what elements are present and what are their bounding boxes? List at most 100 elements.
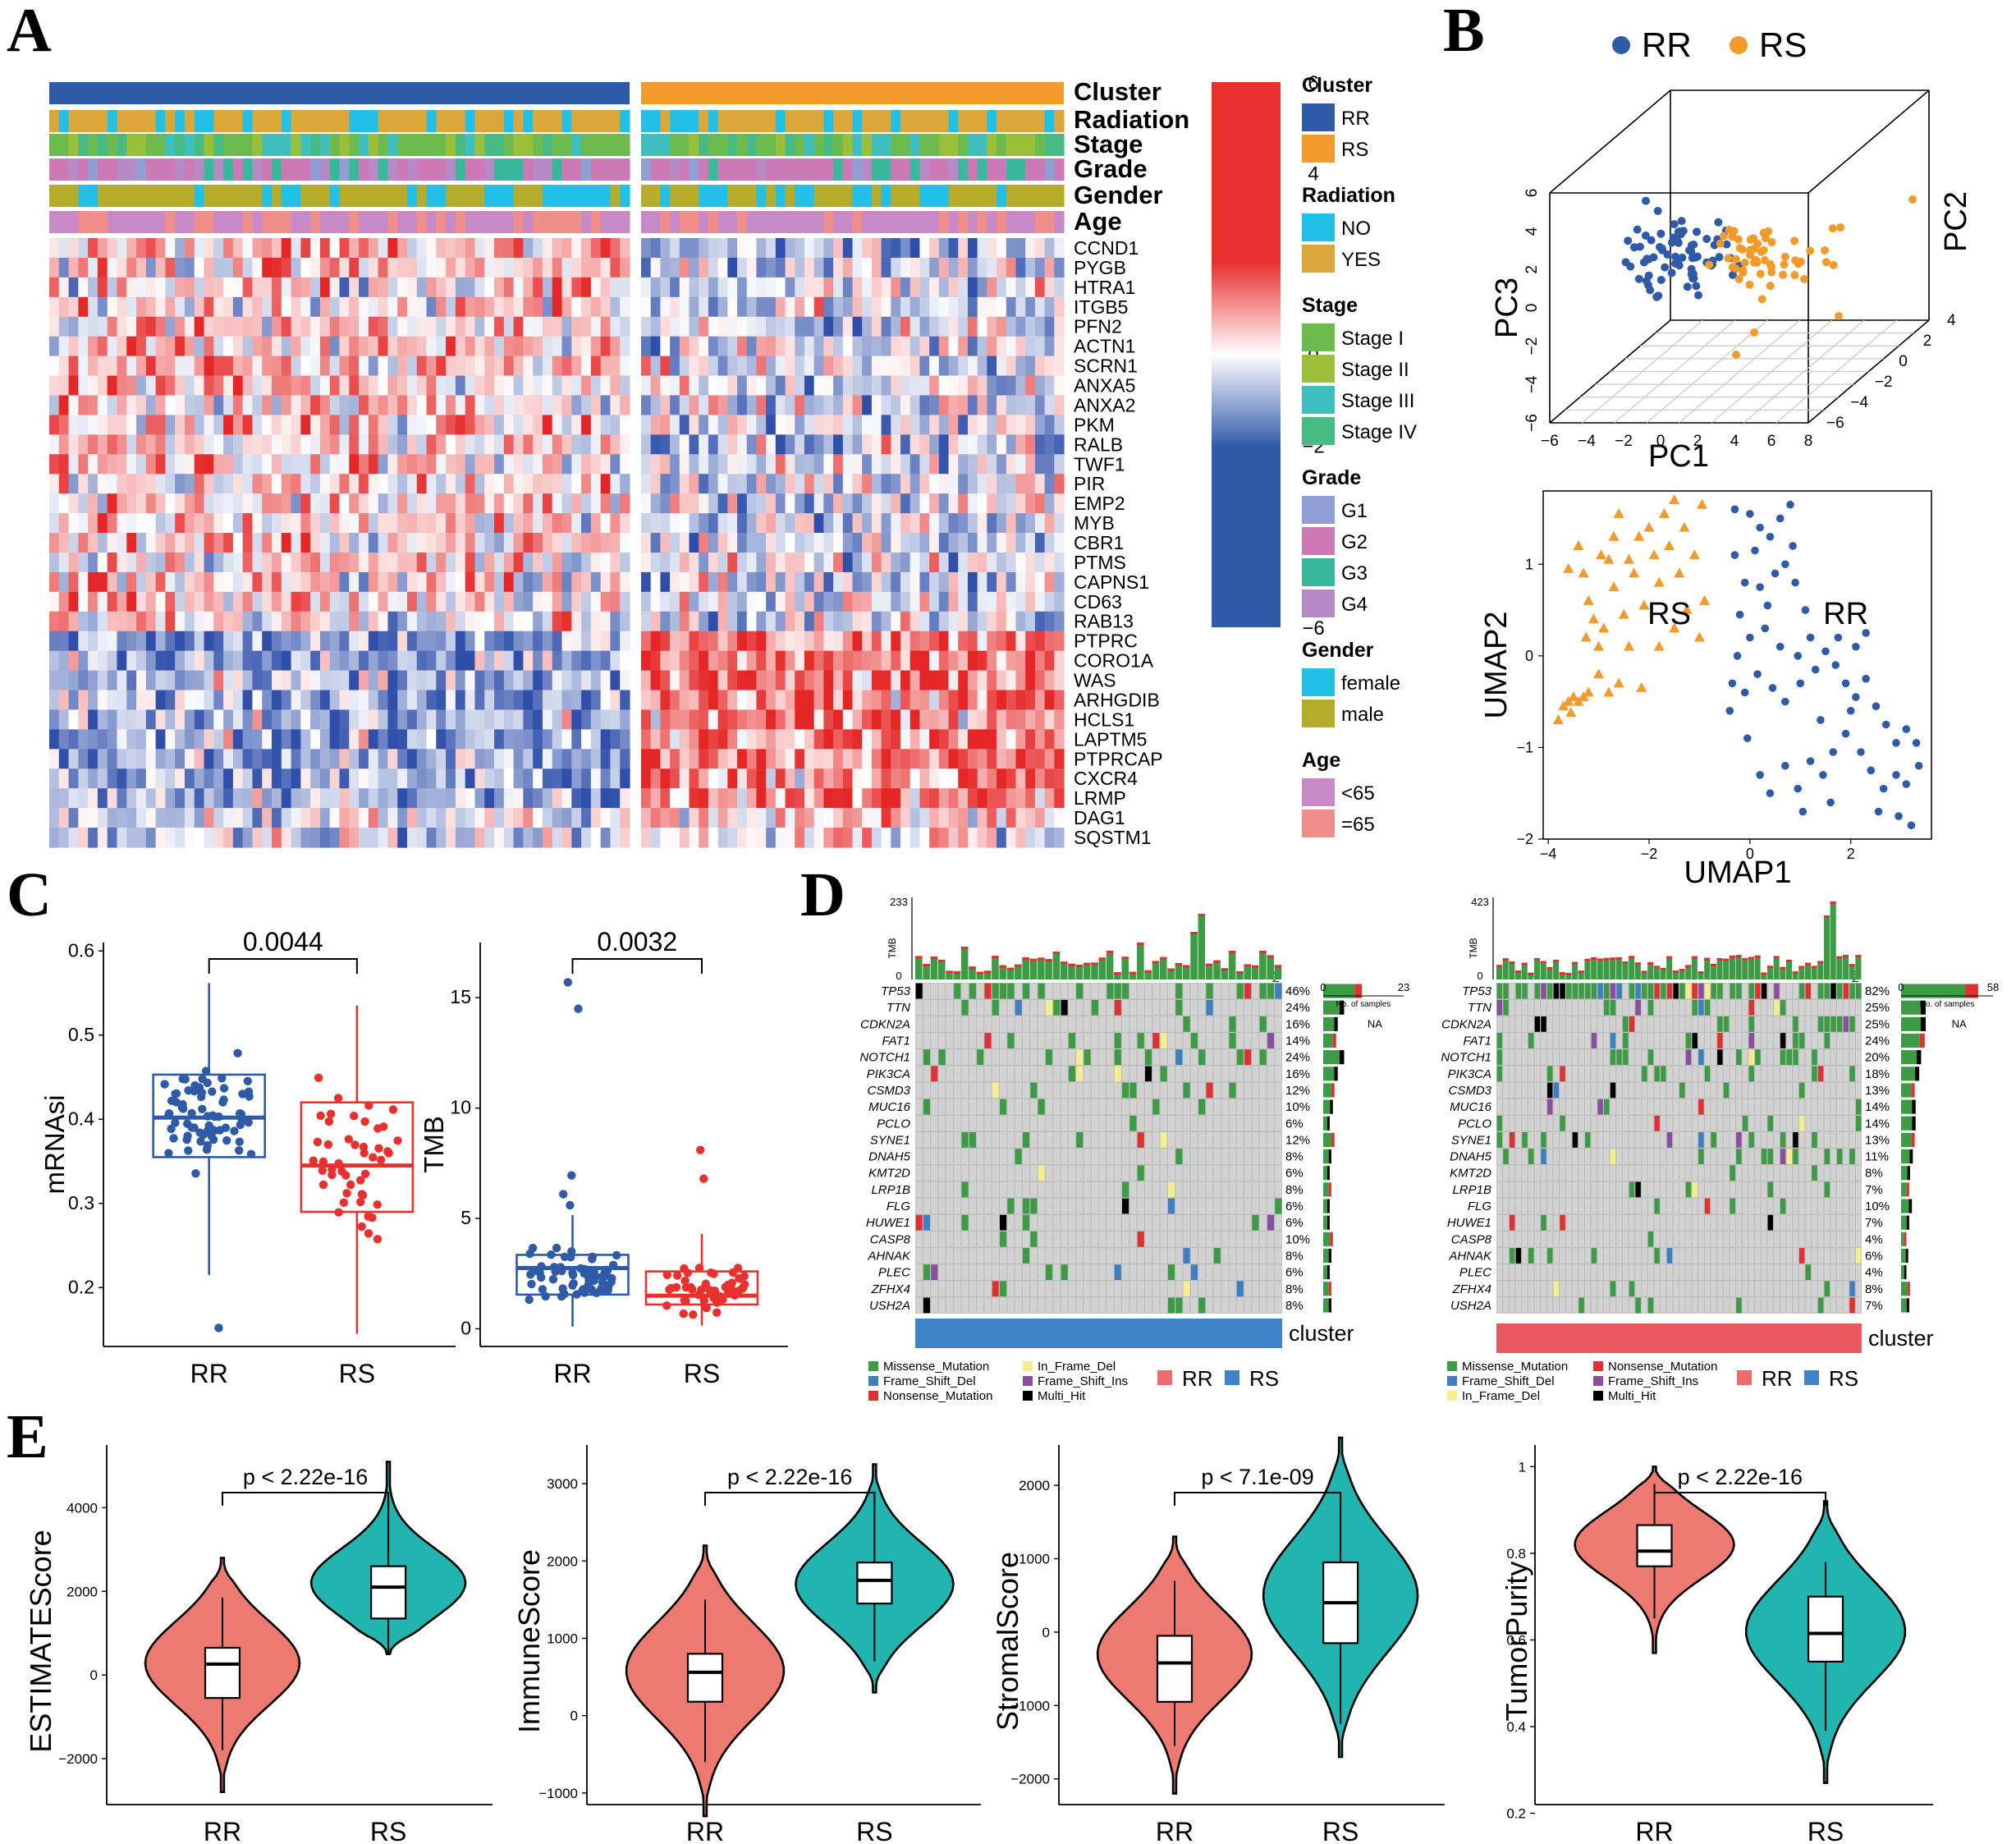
heatmap-cell (484, 395, 495, 416)
heatmap-cell (368, 709, 379, 730)
heatmap-cell (272, 238, 282, 259)
heatmap-cell (78, 415, 89, 435)
umap-point-rr (1862, 629, 1870, 637)
floor-grid-line (1743, 319, 1865, 424)
annotation-cell (1015, 211, 1026, 233)
umap-point-rr (1829, 748, 1838, 756)
onco-cell (1167, 1033, 1175, 1048)
umap-point-rr (1728, 679, 1737, 688)
heatmap-cell (262, 729, 273, 750)
onco-cell (984, 1099, 992, 1115)
heatmap-cell (455, 729, 466, 750)
annotation-cell (785, 134, 795, 156)
heatmap-cell (1025, 690, 1036, 711)
onco-cell (1084, 999, 1091, 1016)
heatmap-cell (397, 828, 408, 848)
heatmap-cell (756, 257, 767, 278)
heatmap-cell (513, 729, 524, 750)
heatmap-cell (929, 709, 940, 730)
heatmap-cell (300, 808, 311, 828)
heatmap-cell (494, 631, 505, 652)
heatmap-cell (397, 670, 408, 691)
heatmap-cell (775, 591, 786, 612)
heatmap-cell (590, 493, 602, 514)
annotation-cell (823, 158, 834, 181)
onco-cell (931, 1099, 938, 1115)
heatmap-cell (175, 788, 186, 809)
tmb-bar (937, 959, 946, 979)
heatmap-cell (300, 336, 311, 357)
annotation-cell (378, 211, 389, 233)
gene-label: CAPNS1 (1074, 571, 1149, 593)
c-point (364, 1101, 373, 1110)
heatmap-cell (136, 277, 147, 298)
onco-cell (931, 1016, 938, 1032)
heatmap-cell (242, 670, 254, 691)
heatmap-cell (223, 415, 234, 435)
heatmap-cell (641, 591, 652, 612)
heatmap-cell (68, 257, 79, 278)
onco-cell (1000, 1066, 1007, 1082)
pca-point-rr (1692, 282, 1701, 291)
onco-cell (1267, 999, 1275, 1016)
heatmap-cell (349, 493, 360, 514)
onco-cell (1015, 1115, 1022, 1131)
onco-cell (954, 1066, 961, 1082)
pca-point-rs (1732, 351, 1740, 359)
heatmap-cell (717, 277, 728, 298)
heatmap-cell (232, 571, 244, 593)
heatmap-cell (339, 690, 350, 711)
heatmap-cell (426, 591, 437, 612)
heatmap-cell (746, 611, 758, 632)
onco-cell (1122, 983, 1129, 999)
heatmap-cell (795, 277, 805, 298)
heatmap-cell (737, 571, 748, 593)
heatmap-cell (533, 650, 543, 672)
heatmap-cell (813, 729, 824, 750)
heatmap-cell (136, 257, 147, 278)
onco-side-bar (1323, 1000, 1340, 1015)
tmb-bar (1167, 968, 1175, 979)
legend-swatch (1302, 135, 1335, 163)
heatmap-cell (881, 375, 891, 397)
heatmap-cell (310, 493, 321, 514)
heatmap-cell (987, 513, 997, 534)
heatmap-cell (406, 788, 418, 809)
heatmap-cell (881, 670, 891, 691)
umap-point-rr (1746, 510, 1754, 518)
heatmap-cell (359, 454, 369, 475)
heatmap-cell (300, 355, 311, 377)
heatmap-cell (1015, 828, 1026, 848)
annotation-cell (194, 211, 205, 233)
heatmap-cell (107, 257, 118, 278)
heatmap-cell (600, 493, 612, 514)
heatmap-cell (813, 316, 824, 337)
c-point (326, 1109, 336, 1119)
heatmap-cell (533, 768, 543, 789)
onco-cell (938, 999, 946, 1016)
onco-cell (1198, 1082, 1206, 1099)
tmb-bar (960, 947, 969, 979)
heatmap-cell (756, 828, 767, 848)
annotation-cell (494, 158, 505, 181)
heatmap-cell (571, 828, 582, 848)
onco-cell (1206, 1016, 1213, 1032)
annotation-cell (785, 211, 795, 233)
heatmap-cell (145, 474, 157, 494)
onco-cell (1091, 1082, 1098, 1099)
heatmap-cell (756, 355, 767, 377)
heatmap-cell (523, 493, 534, 514)
panel-label-c: C (7, 860, 52, 929)
c-point (318, 1166, 327, 1176)
heatmap-cell (552, 474, 563, 494)
heatmap-cell (948, 650, 959, 672)
heatmap-cell (737, 415, 748, 435)
heatmap-cell (107, 434, 118, 455)
heatmap-cell (871, 709, 882, 730)
heatmap-cell (689, 533, 699, 553)
heatmap-cell (88, 415, 99, 435)
heatmap-cell (699, 415, 709, 435)
heatmap-cell (49, 552, 60, 573)
heatmap-cell (699, 552, 709, 573)
heatmap-cell (465, 611, 476, 632)
